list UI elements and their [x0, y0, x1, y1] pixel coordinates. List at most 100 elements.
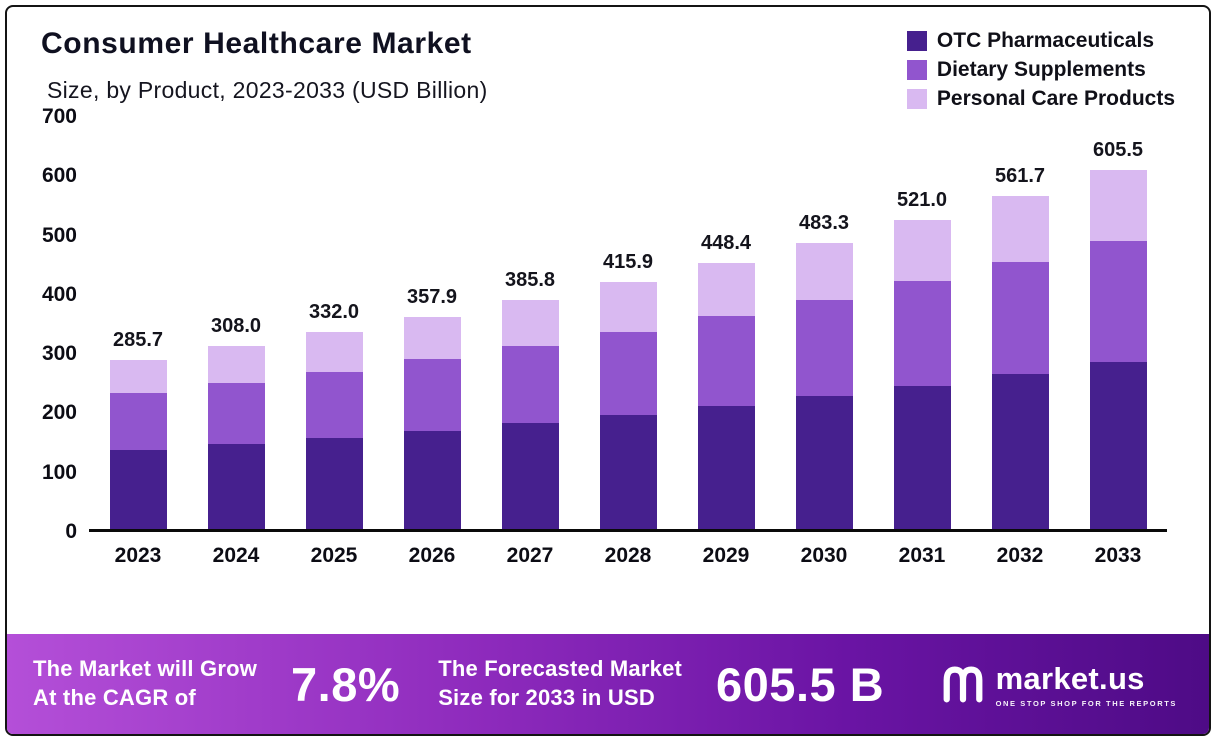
- y-axis: 0 100 200 300 400 500 600 700: [33, 106, 89, 543]
- chart-header: Consumer Healthcare Market Size, by Prod…: [7, 7, 1209, 111]
- bar-column: 385.8: [481, 269, 579, 529]
- brand-text-block: market.us ONE STOP SHOP FOR THE REPORTS: [996, 661, 1177, 708]
- bar-column: 332.0: [285, 301, 383, 529]
- bar-total-label: 308.0: [210, 315, 262, 338]
- page-title: Consumer Healthcare Market: [41, 27, 472, 60]
- legend-label: Dietary Supplements: [936, 58, 1146, 81]
- bar-segment: [305, 437, 363, 529]
- bar-segment: [991, 261, 1049, 375]
- bar-column: 521.0: [873, 189, 971, 529]
- x-tick-label: 2033: [1094, 544, 1142, 567]
- x-axis: 2023 2024 2025 2026 2027 2028 2029 2030 2031 2032…: [89, 544, 1167, 568]
- bar-segment: [893, 220, 951, 282]
- legend-item: OTC Pharmaceuticals: [906, 29, 1175, 53]
- bar-segment: [991, 374, 1049, 529]
- forecast-label-line1: The Forecasted Market: [438, 656, 683, 682]
- bar-stack: [893, 220, 951, 529]
- bar-segment: [1089, 240, 1147, 362]
- brand-name: market.us: [995, 660, 1145, 696]
- bar-segment: [501, 300, 559, 346]
- plot-wrap: 285.7 308.0 332.0 357.9 385.8 415.9 448.4 483.3…: [89, 117, 1167, 568]
- bar-column: 561.7: [971, 165, 1069, 529]
- cagr-label-line2: At the CAGR of: [33, 685, 196, 710]
- legend-label: Personal Care Products: [936, 87, 1175, 110]
- bar-segment: [1089, 170, 1147, 241]
- bar-column: 308.0: [187, 315, 285, 529]
- bar-stack: [305, 332, 363, 529]
- bar-segment: [795, 242, 853, 300]
- bar-stack: [697, 263, 755, 529]
- bar-stack: [795, 242, 853, 529]
- bar-segment: [501, 345, 559, 423]
- bar-segment: [501, 422, 559, 529]
- brand-tagline: ONE STOP SHOP FOR THE REPORTS: [995, 698, 1177, 708]
- forecast-value: 605.5 B: [716, 657, 885, 711]
- legend-swatch-icon: [906, 31, 927, 51]
- forecast-label: The Forecasted Market Size for 2033 in U…: [438, 655, 682, 712]
- bar-column: 483.3: [775, 211, 873, 529]
- bar-total-label: 521.0: [896, 189, 948, 212]
- bar-stack: [1089, 170, 1147, 529]
- bar-segment: [403, 359, 461, 431]
- brand-logo: market.us ONE STOP SHOP FOR THE REPORTS: [940, 661, 1183, 708]
- bar-stack: [599, 282, 657, 529]
- y-tick-label: 0: [65, 520, 77, 543]
- y-tick-label: 300: [41, 342, 77, 366]
- x-tick-label: 2032: [996, 544, 1044, 567]
- forecast-label-line2: Size for 2033 in USD: [438, 685, 655, 710]
- y-tick-label: 400: [41, 282, 77, 306]
- y-tick-label: 600: [41, 164, 77, 188]
- bar-segment: [795, 299, 853, 396]
- chart-subtitle: Size, by Product, 2023-2033 (USD Billion…: [47, 77, 488, 103]
- bar-column: 448.4: [677, 232, 775, 529]
- bar-segment: [305, 332, 363, 372]
- x-tick-label: 2030: [800, 544, 848, 567]
- bar-segment: [109, 450, 167, 529]
- bar-segment: [403, 430, 461, 529]
- cagr-label: The Market will Grow At the CAGR of: [33, 655, 257, 712]
- bar-column: 357.9: [383, 286, 481, 529]
- bar-stack: [991, 196, 1049, 529]
- bar-segment: [599, 332, 657, 415]
- bar-segment: [305, 371, 363, 438]
- bar-total-label: 285.7: [112, 328, 164, 351]
- bar-segment: [991, 196, 1049, 262]
- bar-total-label: 332.0: [308, 301, 360, 324]
- y-tick-label: 200: [41, 401, 77, 425]
- x-tick-label: 2023: [114, 544, 162, 567]
- chart: 0 100 200 300 400 500 600 700 285.7 308.0 332.0 35…: [33, 106, 1167, 568]
- bar-column: 415.9: [579, 251, 677, 529]
- x-tick-label: 2027: [506, 544, 554, 567]
- bar-segment: [1089, 361, 1147, 529]
- bar-segment: [697, 316, 755, 406]
- bar-segment: [697, 405, 755, 529]
- bar-total-label: 605.5: [1092, 139, 1144, 162]
- bar-total-label: 483.3: [798, 211, 850, 234]
- legend-item: Dietary Supplements: [906, 58, 1175, 82]
- legend-label: OTC Pharmaceuticals: [936, 29, 1154, 52]
- legend-swatch-icon: [906, 60, 927, 80]
- footer-banner: The Market will Grow At the CAGR of 7.8%…: [7, 634, 1209, 734]
- bar-segment: [599, 414, 657, 529]
- bar-total-label: 415.9: [602, 251, 654, 274]
- cagr-label-line1: The Market will Grow: [33, 656, 258, 682]
- plot-area: 285.7 308.0 332.0 357.9 385.8 415.9 448.4 483.3…: [89, 117, 1167, 532]
- x-tick-label: 2031: [898, 544, 946, 567]
- bar-segment: [893, 281, 951, 386]
- x-tick-label: 2029: [702, 544, 750, 567]
- bar-segment: [599, 282, 657, 333]
- y-tick-label: 700: [41, 105, 77, 128]
- bar-column: 285.7: [89, 329, 187, 529]
- bar-segment: [207, 346, 265, 384]
- bar-total-label: 448.4: [700, 232, 752, 255]
- cagr-value: 7.8%: [291, 657, 401, 711]
- bar-segment: [697, 263, 755, 317]
- y-tick-label: 100: [41, 460, 77, 484]
- bar-segment: [795, 395, 853, 529]
- bar-segment: [207, 383, 265, 445]
- bar-total-label: 385.8: [504, 269, 556, 292]
- legend-swatch-icon: [906, 89, 927, 109]
- bar-segment: [893, 385, 951, 529]
- chart-card: Consumer Healthcare Market Size, by Prod…: [5, 5, 1211, 736]
- bar-total-label: 357.9: [406, 285, 458, 308]
